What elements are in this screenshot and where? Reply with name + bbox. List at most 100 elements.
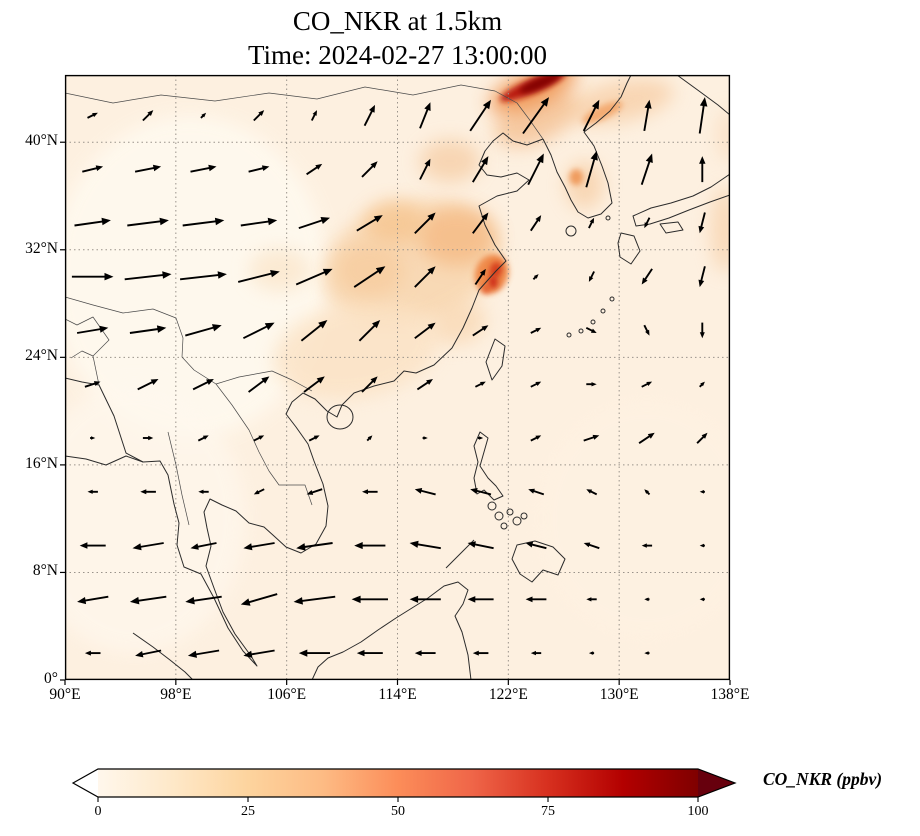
wind-arrow-head bbox=[135, 651, 144, 658]
heat-blob bbox=[488, 275, 498, 289]
island-outline bbox=[590, 319, 596, 325]
wind-arrow-head bbox=[644, 222, 649, 229]
wind-arrow-head bbox=[699, 490, 704, 494]
wind-arrow-head bbox=[240, 598, 251, 606]
heat-blob bbox=[419, 139, 481, 183]
wind-arrow-shaft bbox=[127, 219, 165, 227]
wind-arrow-head bbox=[525, 596, 533, 603]
colorbar-canvas bbox=[71, 768, 737, 802]
y-tick-label: 32°N bbox=[25, 239, 58, 257]
wind-arrow-shaft bbox=[244, 593, 278, 605]
chart-title: CO_NKR at 1.5km Time: 2024-02-27 13:00:0… bbox=[65, 4, 730, 72]
wind-arrow-head bbox=[644, 489, 649, 494]
title-line-2: Time: 2024-02-27 13:00:00 bbox=[247, 40, 548, 70]
wind-arrow-head bbox=[84, 650, 91, 656]
wind-arrow-shaft bbox=[76, 327, 105, 334]
wind-arrow-head bbox=[187, 650, 197, 658]
wind-arrow-shaft bbox=[298, 218, 327, 230]
wind-arrow-shaft bbox=[297, 595, 336, 603]
wind-arrow-head bbox=[478, 436, 484, 440]
x-tick-label: 98°E bbox=[160, 686, 192, 703]
island-outline bbox=[512, 516, 522, 526]
wind-arrow-shaft bbox=[240, 219, 273, 227]
wind-arrow-head bbox=[217, 271, 227, 279]
heat-blob bbox=[335, 243, 405, 297]
x-tick-label: 138°E bbox=[710, 686, 750, 703]
wind-arrow-head bbox=[533, 274, 539, 279]
heat-blob bbox=[249, 248, 311, 292]
wind-arrow-head bbox=[424, 158, 431, 167]
island-outline bbox=[494, 511, 504, 521]
x-tick-label: 106°E bbox=[267, 686, 307, 703]
title-line-1: CO_NKR at 1.5km bbox=[292, 6, 503, 36]
y-tick-label: 16°N bbox=[25, 454, 58, 472]
wind-arrow-head bbox=[306, 490, 314, 495]
island-outline bbox=[578, 328, 584, 334]
wind-arrow-shaft bbox=[179, 273, 223, 281]
wind-arrow-head bbox=[132, 543, 142, 551]
heat-blob bbox=[273, 302, 439, 400]
wind-arrow-head bbox=[641, 277, 648, 285]
wind-arrow-head bbox=[92, 112, 98, 118]
country-border bbox=[215, 383, 313, 506]
colorbar-label: CO_NKR (ppbv) bbox=[763, 769, 883, 789]
wind-arrow-shaft bbox=[81, 595, 109, 603]
wind-arrow-head bbox=[156, 325, 167, 333]
y-tick-label: 40°N bbox=[25, 132, 58, 150]
coastline bbox=[132, 632, 194, 680]
wind-arrow-head bbox=[480, 381, 486, 386]
coastline bbox=[473, 431, 504, 501]
wind-arrow-shaft bbox=[129, 327, 163, 334]
wind-arrow-shaft bbox=[242, 323, 271, 340]
heat-blob bbox=[716, 108, 730, 163]
wind-arrow-head bbox=[190, 543, 199, 550]
wind-arrow-head bbox=[535, 327, 542, 333]
colorbar-gradient bbox=[98, 769, 698, 797]
island-outline bbox=[506, 508, 514, 516]
wind-arrow-head bbox=[370, 161, 378, 169]
wind-arrow-shaft bbox=[189, 595, 222, 603]
colorbar-min-extend bbox=[73, 769, 98, 797]
wind-arrow-head bbox=[296, 543, 306, 551]
wind-arrow-head bbox=[140, 489, 147, 495]
wind-arrow-head bbox=[646, 381, 653, 386]
wind-arrow-shaft bbox=[185, 325, 218, 337]
wind-arrow-shaft bbox=[136, 542, 164, 549]
wind-arrow-head bbox=[700, 381, 705, 387]
wind-arrow-head bbox=[152, 164, 162, 172]
wind-arrow-head bbox=[472, 650, 479, 656]
wind-arrow-head bbox=[198, 489, 204, 494]
wind-arrow-head bbox=[95, 165, 104, 171]
wind-arrow-head bbox=[104, 272, 114, 281]
colorbar-tick-label: 25 bbox=[241, 804, 255, 819]
wind-arrow-head bbox=[261, 376, 270, 384]
wind-arrow-head bbox=[470, 488, 478, 494]
wind-arrow-shaft bbox=[182, 219, 221, 227]
map-plot: 90°E 98°E 106°E 114°E 122°E 130°E 138°E 0° 8°N 1… bbox=[25, 74, 749, 703]
wind-arrow-head bbox=[264, 322, 275, 331]
heat-blob bbox=[710, 186, 730, 273]
wind-arrow-head bbox=[214, 217, 225, 226]
coastline bbox=[511, 540, 566, 583]
wind-arrow-shaft bbox=[643, 103, 650, 132]
wind-arrow-shaft bbox=[582, 103, 599, 132]
wind-arrow-head bbox=[373, 215, 383, 223]
y-tick-label: 8°N bbox=[32, 562, 58, 580]
x-tick-label: 114°E bbox=[378, 686, 417, 703]
x-tick-label: 130°E bbox=[599, 686, 639, 703]
wind-arrow-head bbox=[590, 150, 598, 161]
wind-arrow-head bbox=[588, 651, 594, 655]
wind-arrow-head bbox=[93, 381, 101, 386]
coastline bbox=[542, 75, 632, 219]
wind-arrow-head bbox=[424, 102, 431, 111]
wind-arrow-head bbox=[414, 650, 422, 656]
wind-arrow-head bbox=[479, 268, 486, 276]
wind-arrow-head bbox=[201, 112, 207, 118]
wind-arrow-head bbox=[162, 271, 172, 279]
wind-arrow-head bbox=[414, 488, 423, 494]
wind-arrow-head bbox=[591, 382, 597, 387]
coastline bbox=[676, 75, 730, 116]
wind-arrow-head bbox=[150, 379, 159, 385]
colorbar-max-extend bbox=[698, 769, 735, 797]
